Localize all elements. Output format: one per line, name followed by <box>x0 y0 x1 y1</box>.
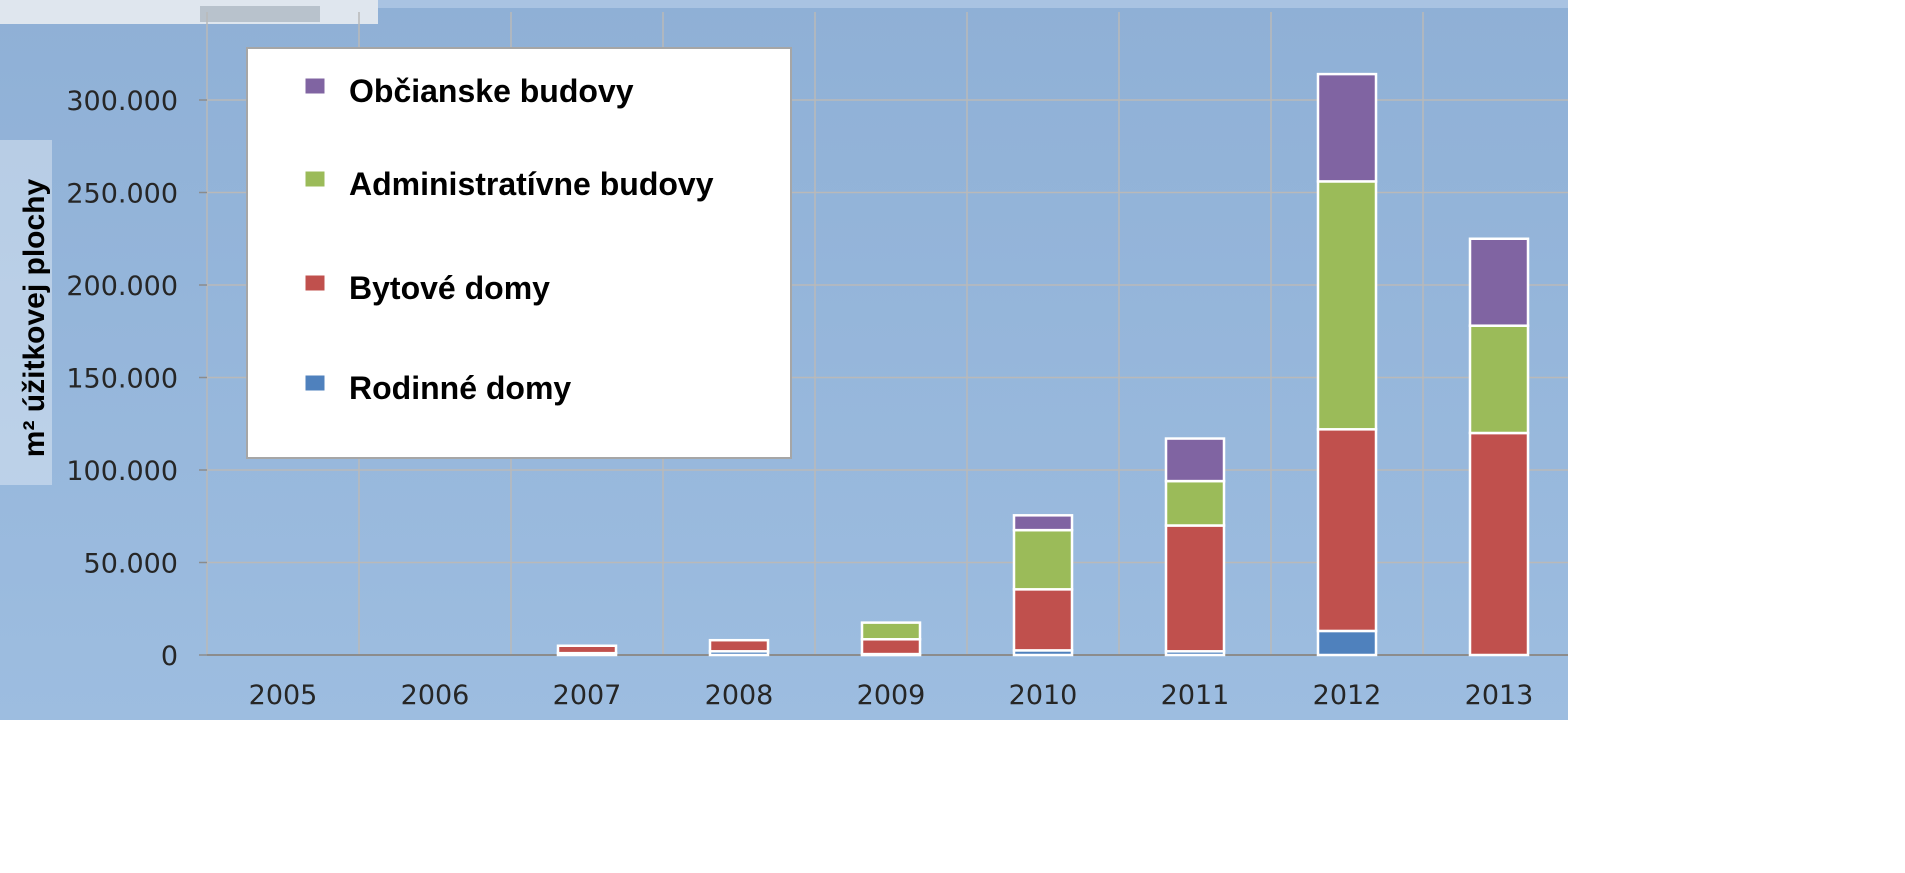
bars <box>556 72 1530 657</box>
stacked-bar-chart: 0 50.000 100.000 150.000 200.000 250.000 300.0… <box>0 0 1568 720</box>
bar-segment-2013-3 <box>1468 237 1530 327</box>
top-photo-strip <box>0 0 378 24</box>
bar-segment-2010-2 <box>1012 528 1074 591</box>
bar-segment-2013-1 <box>1468 431 1530 657</box>
x-tick-label-2009: 2009 <box>857 680 926 711</box>
bar-segment-2008-1 <box>708 638 770 653</box>
legend: Občianske budovy Administratívne budovy By… <box>246 47 792 459</box>
legend-swatch-1 <box>304 274 326 292</box>
y-tick-label-3: 150.000 <box>66 364 178 395</box>
legend-swatch-2 <box>304 170 326 188</box>
y-axis-ticks: 0 50.000 100.000 150.000 200.000 250.000 300.0… <box>66 86 207 672</box>
x-tick-label-2012: 2012 <box>1313 680 1382 711</box>
legend-label-2: Administratívne budovy <box>349 166 714 202</box>
y-axis-label-backdrop <box>0 140 52 485</box>
x-tick-label-2011: 2011 <box>1161 680 1230 711</box>
bar-segment-2012-3 <box>1316 72 1378 183</box>
bar-segment-2011-1 <box>1164 524 1226 653</box>
legend-label-3: Občianske budovy <box>349 73 634 109</box>
legend-label-1: Bytové domy <box>349 270 550 306</box>
y-axis-label: m² úžitkovej plochy <box>18 179 51 458</box>
y-tick-label-2: 100.000 <box>66 456 178 487</box>
y-tick-label-1: 50.000 <box>84 549 178 580</box>
top-right-band <box>378 0 1568 8</box>
x-tick-label-2008: 2008 <box>705 680 774 711</box>
bar-segment-2012-2 <box>1316 180 1378 431</box>
legend-swatch-0 <box>304 374 326 392</box>
chart-stage: 0 50.000 100.000 150.000 200.000 250.000 300.0… <box>0 0 1568 720</box>
legend-label-0: Rodinné domy <box>349 370 571 406</box>
x-tick-label-2006: 2006 <box>401 680 470 711</box>
bar-segment-2011-3 <box>1164 437 1226 483</box>
x-axis-ticks: 2005 2006 2007 2008 2009 2010 2011 2012 2013 <box>249 680 1534 711</box>
bar-segment-2012-1 <box>1316 428 1378 633</box>
bar-segment-2010-3 <box>1012 514 1074 532</box>
x-tick-label-2007: 2007 <box>553 680 622 711</box>
x-tick-label-2010: 2010 <box>1009 680 1078 711</box>
top-photo-strip-shade <box>200 6 320 22</box>
legend-swatch-3 <box>304 77 326 95</box>
x-tick-label-2005: 2005 <box>249 680 318 711</box>
y-axis-label-group: m² úžitkovej plochy <box>0 140 52 485</box>
legend-box <box>246 47 792 459</box>
bar-segment-2011-2 <box>1164 479 1226 527</box>
y-tick-label-5: 250.000 <box>66 179 178 210</box>
bar-segment-2009-2 <box>860 621 922 641</box>
bar-segment-2009-1 <box>860 638 922 656</box>
x-tick-label-2013: 2013 <box>1465 680 1534 711</box>
bar-segment-2007-1 <box>556 644 618 655</box>
bar-segment-2013-2 <box>1468 324 1530 435</box>
y-tick-label-0: 0 <box>161 641 178 672</box>
bar-segment-2010-1 <box>1012 588 1074 652</box>
bar-segment-2012-0 <box>1316 629 1378 657</box>
y-tick-label-4: 200.000 <box>66 271 178 302</box>
y-tick-label-6: 300.000 <box>66 86 178 117</box>
